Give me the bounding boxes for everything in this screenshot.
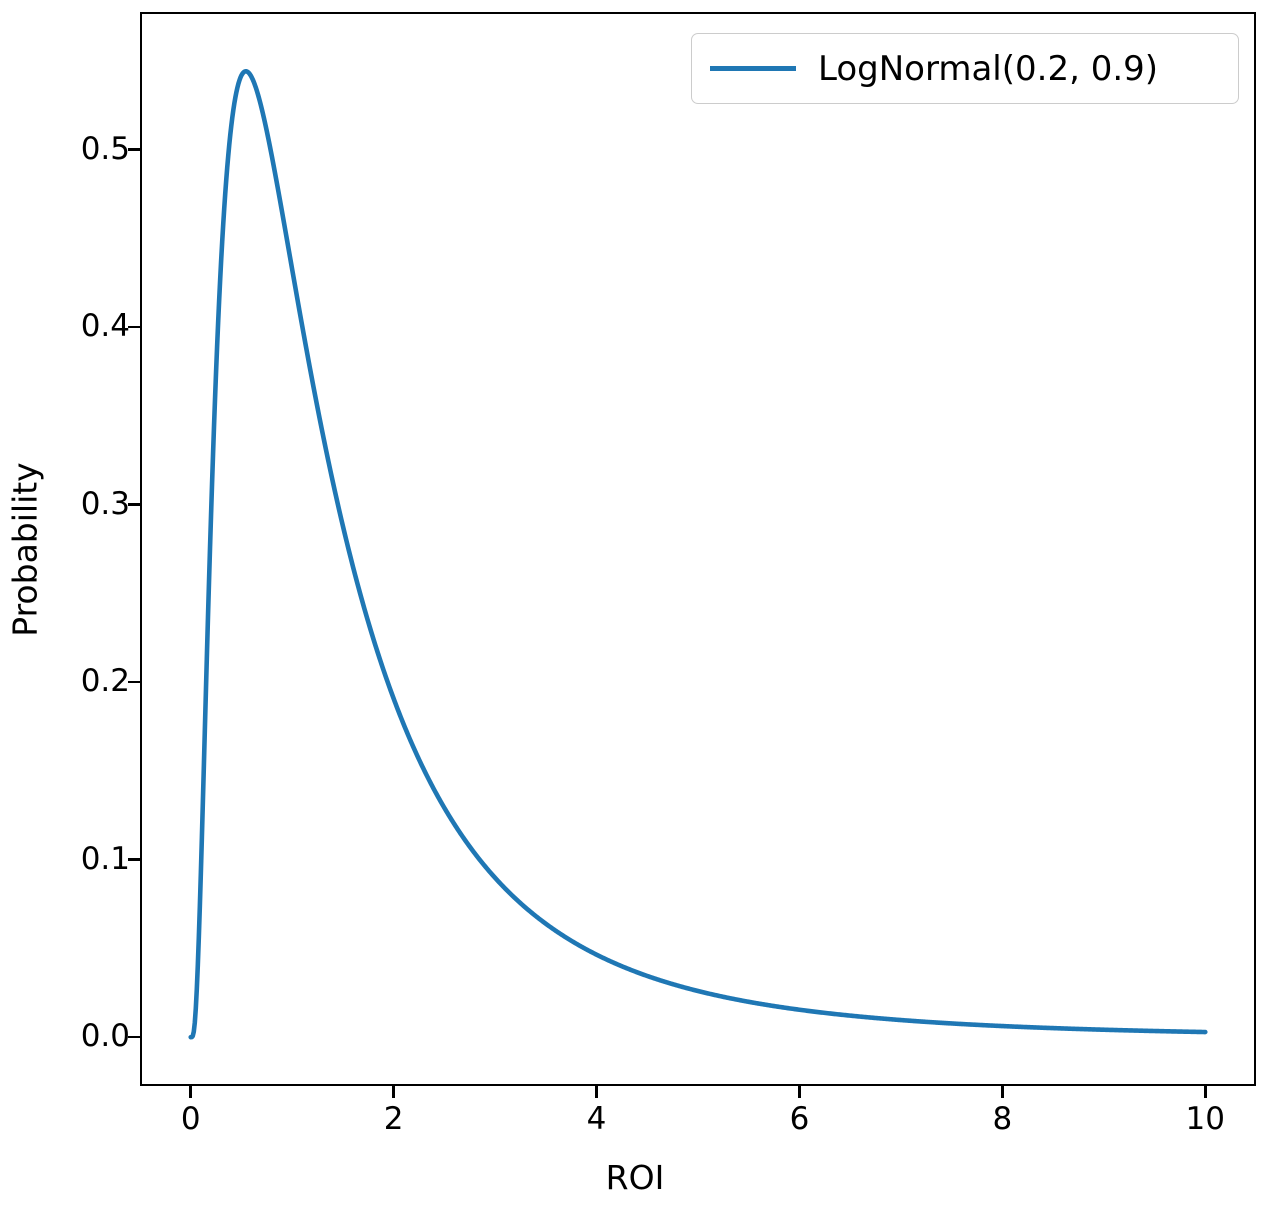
y-tick-label: 0.5 (80, 130, 130, 167)
x-tick-mark (798, 1086, 801, 1098)
y-axis-label: Probability (5, 461, 45, 637)
x-tick-label: 2 (383, 1101, 404, 1137)
y-tick-mark (128, 1035, 140, 1039)
y-tick-mark (128, 858, 140, 861)
y-tick-label: 0.0 (80, 1018, 130, 1055)
plot-area (140, 12, 1256, 1086)
legend-line-swatch-container (710, 66, 796, 71)
y-axis-label-container: Probability (0, 0, 50, 1098)
x-axis-label: ROI (605, 1158, 665, 1197)
legend[interactable]: LogNormal(0.2, 0.9) (691, 33, 1239, 104)
y-tick-mark (128, 503, 140, 506)
y-tick-label: 0.3 (80, 485, 130, 522)
x-tick-label: 6 (789, 1101, 810, 1137)
y-tick-label: 0.1 (80, 840, 130, 877)
x-tick-mark (189, 1086, 193, 1098)
x-tick-mark (392, 1086, 395, 1098)
x-tick-label: 0 (180, 1101, 201, 1137)
axes-frame (140, 12, 1256, 1086)
legend-entry-label: LogNormal(0.2, 0.9) (818, 48, 1159, 89)
legend-line-swatch (710, 66, 796, 71)
x-tick-label: 10 (1185, 1101, 1225, 1137)
x-tick-mark (595, 1086, 598, 1098)
x-tick-mark (1001, 1086, 1004, 1098)
lognormal-curve (191, 71, 1206, 1037)
y-tick-mark (128, 148, 140, 151)
y-tick-mark (128, 325, 140, 329)
y-tick-label: 0.2 (80, 663, 130, 700)
x-tick-label: 4 (586, 1101, 607, 1137)
x-tick-label: 8 (992, 1101, 1013, 1137)
y-tick-label: 0.4 (80, 308, 130, 345)
x-tick-mark (1203, 1086, 1207, 1098)
y-tick-mark (128, 680, 140, 684)
